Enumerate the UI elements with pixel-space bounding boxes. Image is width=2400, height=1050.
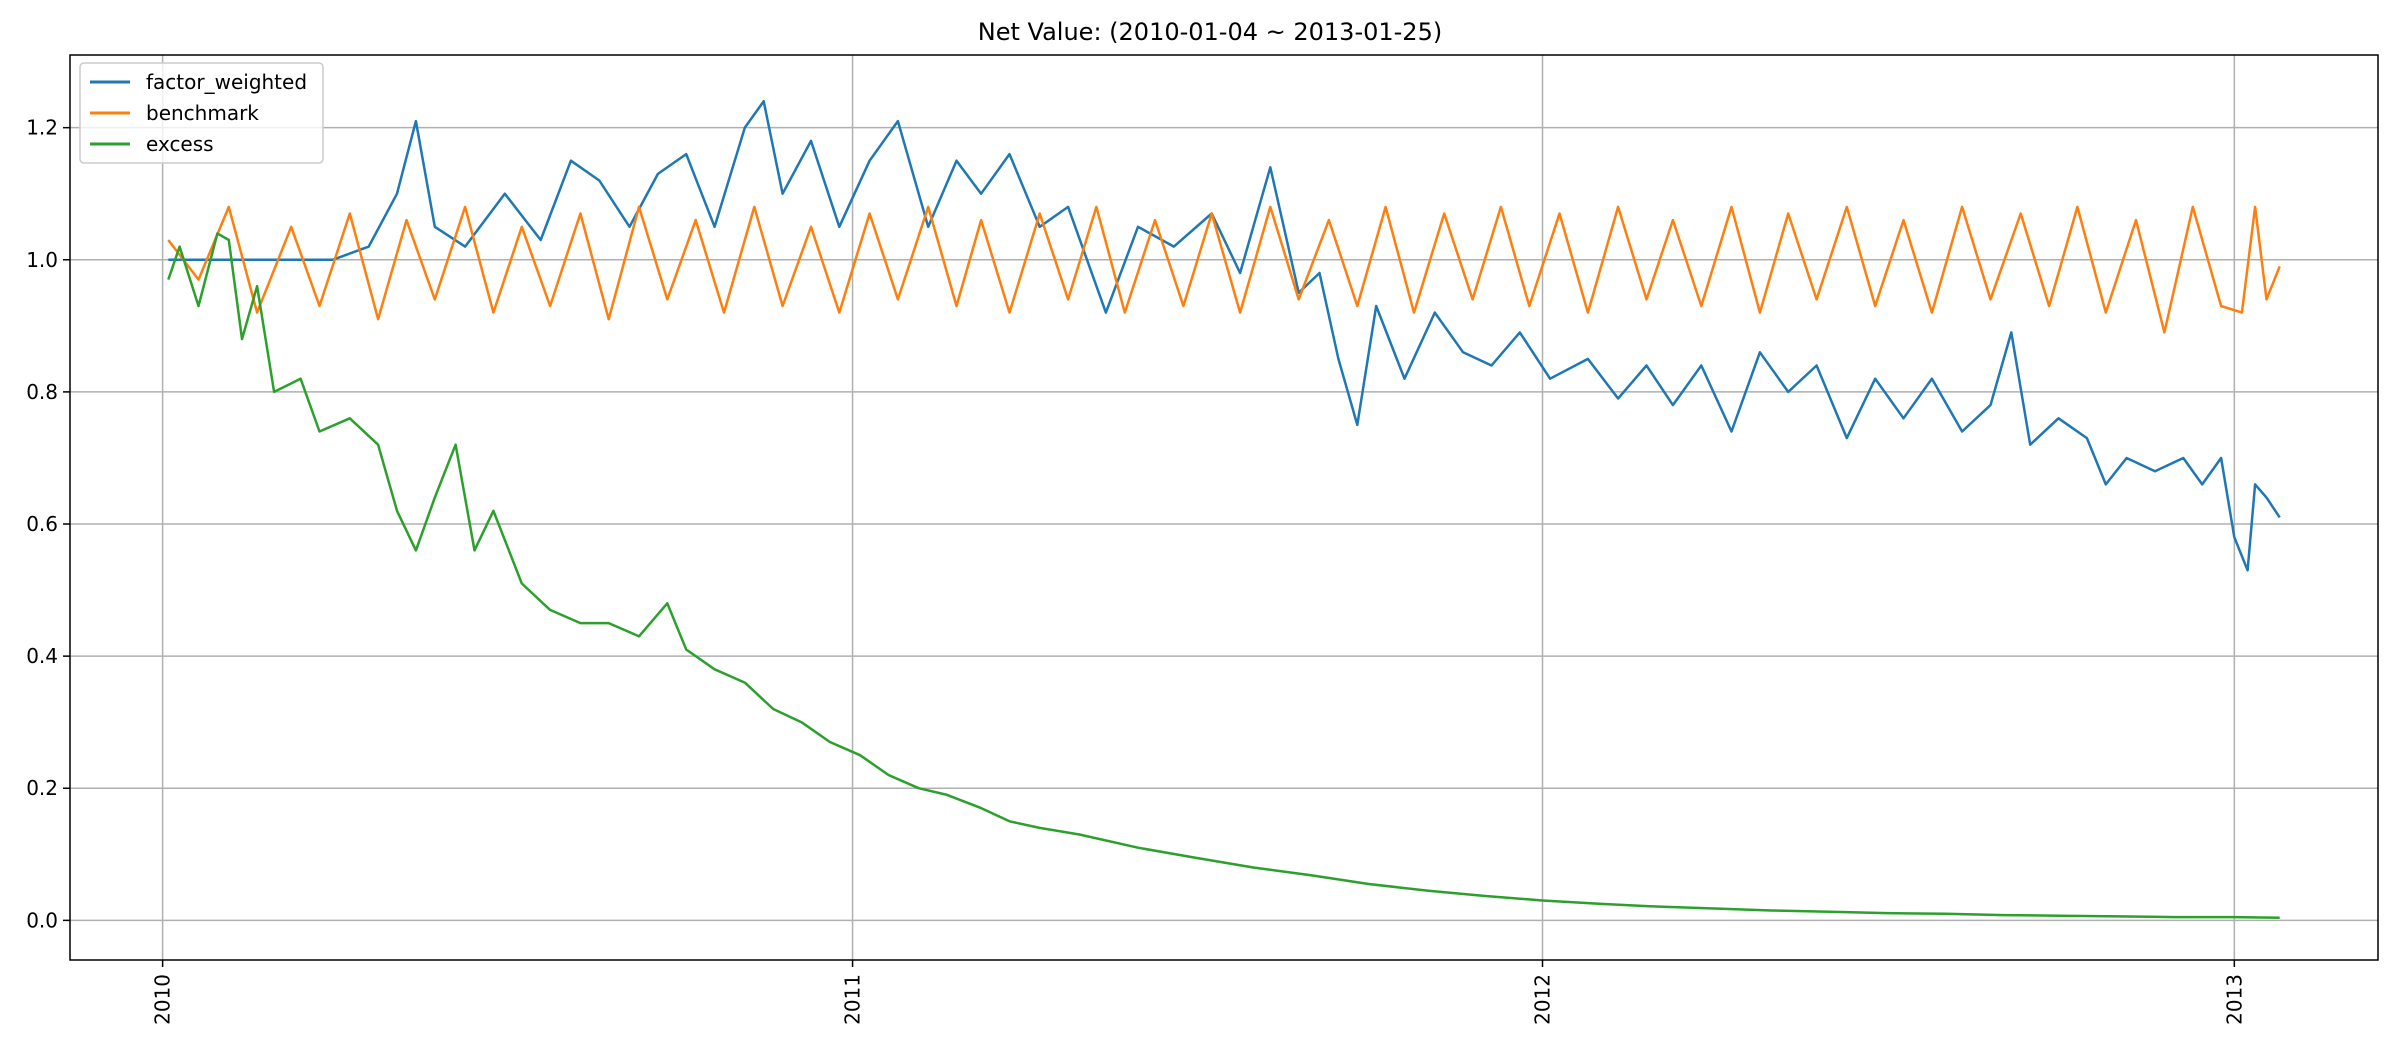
chart-title: Net Value: (2010-01-04 ~ 2013-01-25) (978, 18, 1442, 46)
x-tick-label: 2010 (151, 974, 175, 1025)
y-tick-label: 0.4 (26, 644, 58, 668)
series-layer (167, 99, 2281, 919)
legend-label: factor_weighted (146, 70, 307, 94)
x-tick-label: 2011 (841, 974, 865, 1025)
legend-label: benchmark (146, 101, 259, 125)
series-line-excess (167, 232, 2280, 919)
legend-label: excess (146, 132, 214, 156)
x-axis: 2010 2011 2012 2013 (151, 960, 2246, 1025)
x-tick-label: 2012 (1531, 974, 1555, 1025)
y-tick-label: 0.0 (26, 908, 58, 932)
y-tick-label: 0.6 (26, 512, 58, 536)
y-tick-label: 0.8 (26, 380, 58, 404)
y-tick-label: 1.0 (26, 248, 58, 272)
legend-box (79, 62, 324, 164)
y-axis: 0.0 0.2 0.4 0.6 0.8 1.0 1.2 (26, 116, 70, 932)
legend: factor_weighted benchmark excess (79, 62, 324, 164)
y-tick-label: 1.2 (26, 116, 58, 140)
x-tick-label: 2013 (2222, 974, 2246, 1025)
series-line-benchmark (167, 205, 2281, 334)
series-line-factor-weighted (168, 99, 2281, 572)
y-tick-label: 0.2 (26, 776, 58, 800)
plot-area-frame (69, 54, 2379, 961)
